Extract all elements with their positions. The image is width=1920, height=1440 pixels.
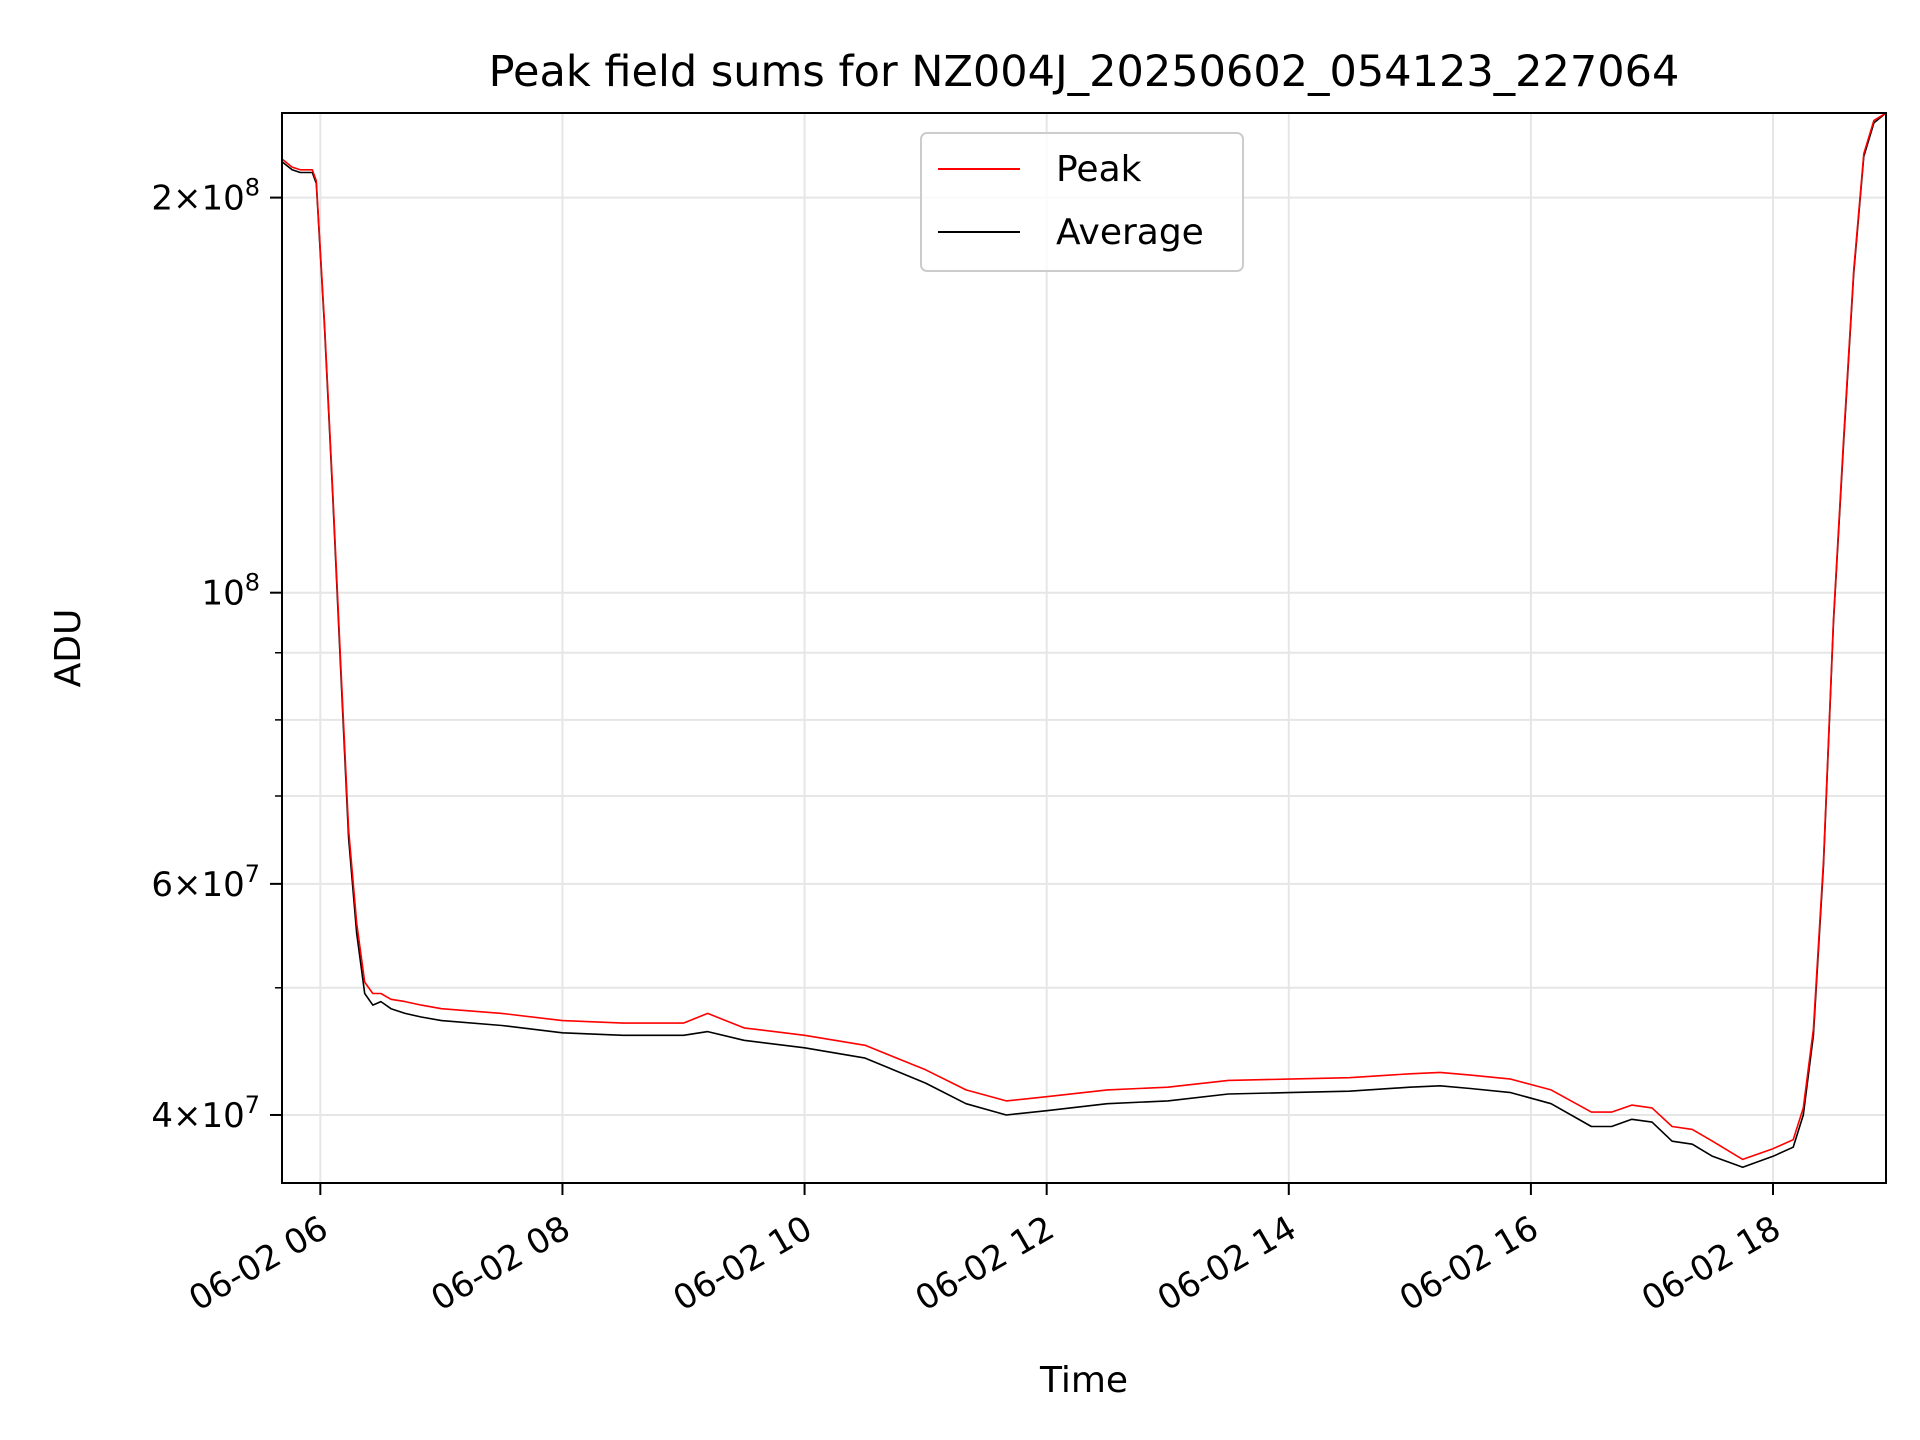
- y-tick-label: 4×107: [151, 1091, 260, 1136]
- y-axis: 4×107 6×107 108 2×108: [151, 174, 282, 1136]
- series-line-average: [282, 113, 1886, 1168]
- y-tick-label: 6×107: [151, 860, 260, 905]
- legend-label-average: Average: [1056, 212, 1204, 253]
- legend-frame: [920, 132, 1244, 272]
- y-tick-label: 2×108: [151, 174, 260, 219]
- legend: Peak Average: [920, 132, 1244, 272]
- plot-area: [282, 113, 1886, 1168]
- chart-title: Peak field sums for NZ004J_20250602_0541…: [489, 47, 1680, 97]
- series-line-peak: [282, 113, 1886, 1161]
- plot-frame: [281, 112, 1887, 1184]
- x-axis-label: Time: [1039, 1360, 1128, 1401]
- y-axis-label: ADU: [48, 609, 89, 688]
- y-tick-label: 108: [201, 569, 260, 614]
- series-layer: [282, 113, 1886, 1168]
- legend-label-peak: Peak: [1056, 149, 1142, 190]
